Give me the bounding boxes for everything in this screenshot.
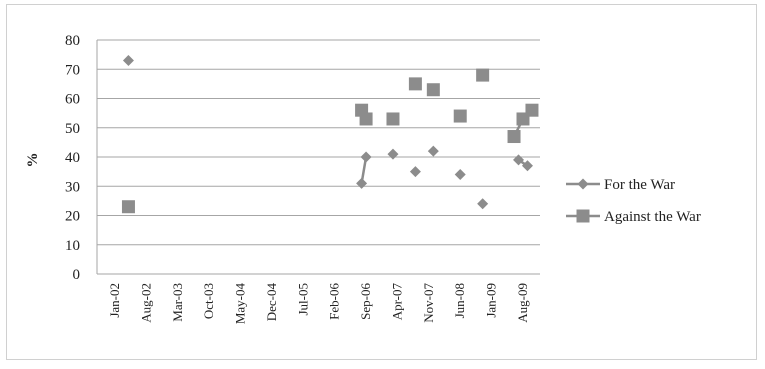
x-tick-label: Aug-09	[515, 283, 530, 323]
data-point-for-the-war	[122, 54, 134, 66]
data-point-for-the-war	[356, 177, 368, 189]
data-point-against-the-war	[408, 77, 422, 91]
data-point-against-the-war	[426, 83, 440, 97]
x-tick-label: Dec-04	[264, 283, 279, 322]
data-point-against-the-war	[386, 112, 400, 126]
y-tick-label: 80	[65, 33, 80, 49]
legend-marker-square	[576, 209, 590, 223]
x-tick-label: Feb-06	[327, 283, 342, 320]
y-tick-label: 20	[65, 209, 80, 225]
legend-label: Against the War	[604, 209, 701, 225]
data-point-for-the-war	[360, 151, 372, 163]
x-tick-label: Mar-03	[170, 283, 185, 322]
x-tick-label: Jan-02	[107, 283, 122, 318]
data-point-for-the-war	[427, 145, 439, 157]
y-tick-label: 60	[65, 92, 80, 108]
x-tick-label: Jun-08	[452, 283, 467, 318]
data-point-against-the-war	[525, 103, 539, 117]
x-tick-label: Jan-09	[484, 283, 499, 318]
x-tick-label: Jul-05	[295, 283, 310, 316]
legend-marker-diamond	[577, 178, 589, 190]
y-tick-label: 50	[65, 121, 80, 137]
data-point-for-the-war	[409, 166, 421, 178]
y-tick-label: 30	[65, 179, 80, 195]
data-point-for-the-war	[477, 198, 489, 210]
data-point-against-the-war	[507, 130, 521, 144]
data-point-for-the-war	[521, 160, 533, 172]
x-tick-label: Oct-03	[201, 283, 216, 319]
y-tick-label: 0	[73, 267, 81, 283]
y-tick-label: 10	[65, 238, 80, 254]
chart-frame	[6, 4, 757, 360]
x-tick-label: May-04	[233, 283, 248, 325]
x-tick-label: Sep-06	[358, 283, 373, 320]
x-tick-label: Apr-07	[389, 283, 404, 321]
data-point-for-the-war	[387, 148, 399, 160]
data-point-for-the-war	[454, 169, 466, 181]
data-point-for-the-war	[513, 154, 525, 166]
data-point-against-the-war	[359, 112, 373, 126]
data-point-against-the-war	[476, 68, 490, 82]
data-point-against-the-war	[453, 109, 467, 123]
y-tick-label: 70	[65, 62, 80, 78]
data-point-against-the-war	[121, 200, 135, 214]
legend-label: For the War	[604, 177, 675, 193]
x-tick-label: Aug-02	[138, 283, 153, 323]
y-axis-title: %	[25, 153, 41, 168]
y-tick-label: 40	[65, 150, 80, 166]
x-tick-label: Nov-07	[421, 283, 436, 323]
